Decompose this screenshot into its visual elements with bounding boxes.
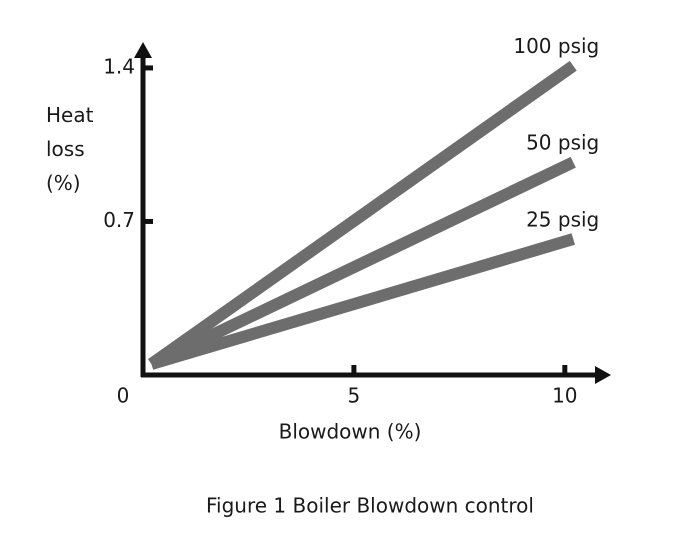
x-axis-arrow <box>595 366 611 384</box>
x-tick-label: 5 <box>348 384 361 408</box>
y-tick-label: 1.4 <box>103 54 135 78</box>
chart-title: Figure 1 Boiler Blowdown control <box>206 494 534 518</box>
y-axis-label: Heat loss (%) <box>46 103 94 195</box>
series-label: 25 psig <box>526 208 599 232</box>
series-label: 100 psig <box>513 34 599 58</box>
x-tick-label: 10 <box>552 384 577 408</box>
y-tick-label: 0.7 <box>103 208 135 232</box>
x-tick-label: 0 <box>117 384 130 408</box>
series-line <box>147 60 577 369</box>
x-axis-label: Blowdown (%) <box>279 420 422 444</box>
y-axis-arrow <box>134 42 152 58</box>
series-line <box>148 156 576 370</box>
series-label: 50 psig <box>526 131 599 155</box>
series-line <box>149 233 575 370</box>
